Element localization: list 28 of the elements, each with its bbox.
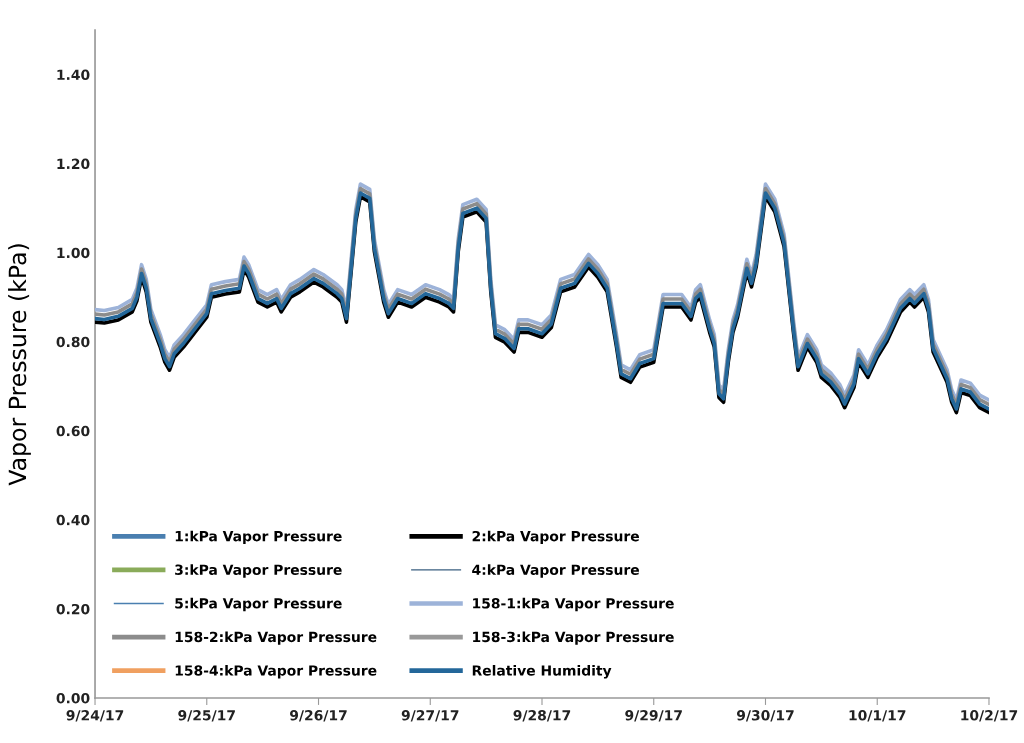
y-tick-label: 0.80: [56, 336, 90, 348]
legend-label: 2:kPa Vapor Pressure: [472, 530, 639, 545]
y-tick-label: 0.20: [56, 603, 90, 615]
legend-label: Relative Humidity: [472, 664, 612, 679]
legend-label: 5:kPa Vapor Pressure: [175, 597, 342, 612]
legend-label: 158-1:kPa Vapor Pressure: [473, 597, 674, 612]
x-tick-label: 9/28/17: [513, 710, 571, 722]
y-tick-label: 1.20: [57, 158, 90, 170]
y-tick-label: 0.60: [56, 425, 90, 437]
x-tick-label: 9/25/17: [178, 710, 235, 722]
y-tick-label: 0.40: [56, 514, 90, 526]
x-tick-label: 9/30/17: [736, 710, 794, 722]
x-tick-label: 9/26/17: [290, 710, 347, 722]
legend-label: 158-4:kPa Vapor Pressure: [175, 664, 377, 679]
y-axis-title: Vapor Pressure (kPa): [8, 244, 31, 486]
x-tick-label: 9/27/17: [401, 710, 459, 722]
y-tick-label: 0.00: [56, 692, 90, 704]
x-tick-label: 10/1/17: [849, 710, 906, 722]
x-tick-label: 9/29/17: [625, 710, 682, 722]
legend-label: 158-3:kPa Vapor Pressure: [473, 631, 674, 645]
x-tick-label: 9/24/17: [66, 710, 124, 722]
x-tick-label: 10/2/17: [961, 710, 1018, 722]
legend-label: 3:kPa Vapor Pressure: [175, 564, 342, 578]
legend-label: 1:kPa Vapor Pressure: [175, 530, 342, 545]
legend-label: 158-2:kPa Vapor Pressure: [175, 631, 377, 645]
y-tick-label: 1.00: [57, 247, 90, 259]
legend-label: 4:kPa Vapor Pressure: [472, 564, 639, 578]
y-tick-label: 1.40: [57, 69, 90, 81]
